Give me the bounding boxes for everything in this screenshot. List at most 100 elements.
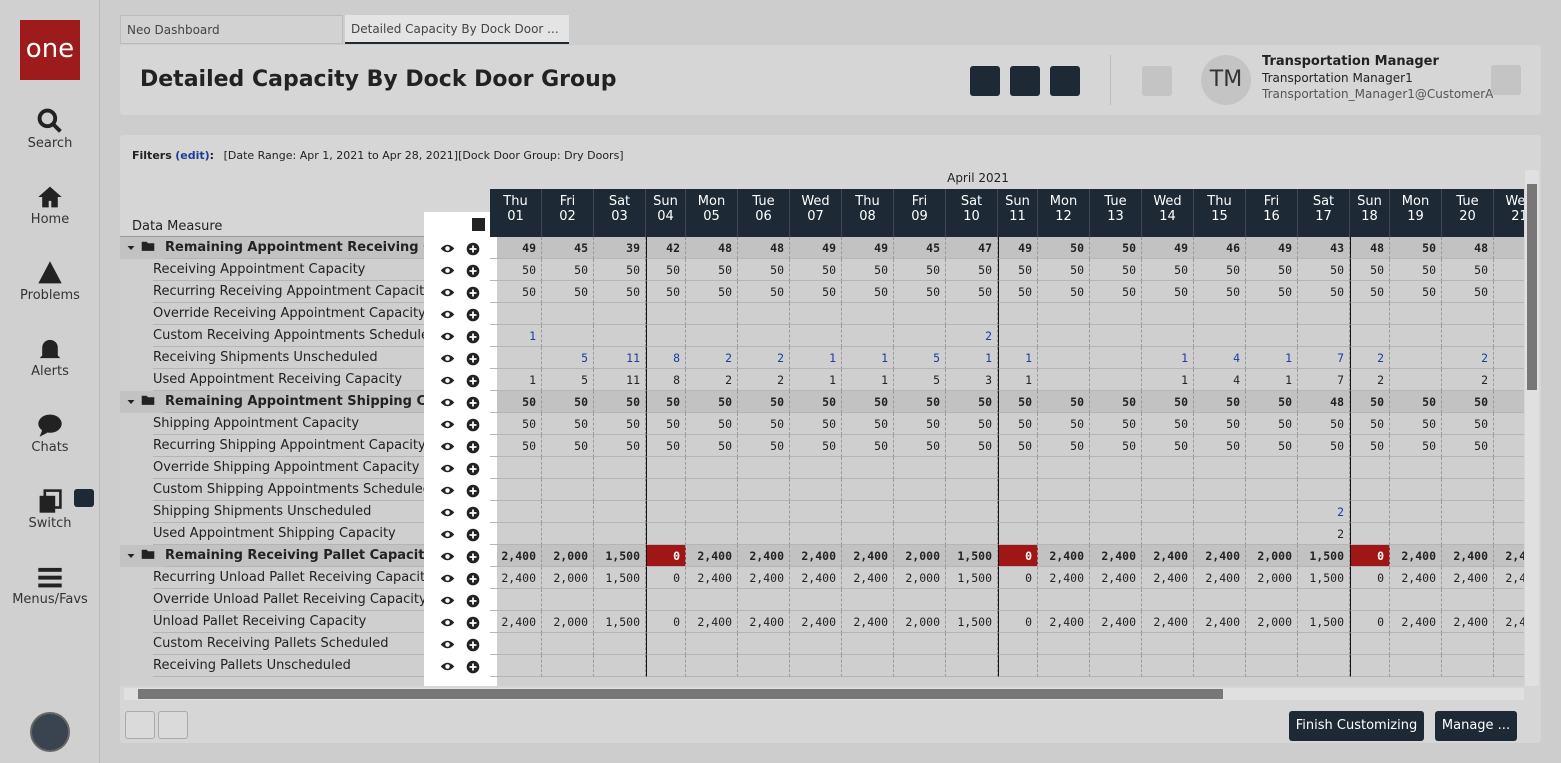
group-toggle[interactable] bbox=[126, 391, 155, 413]
view-icon[interactable] bbox=[440, 373, 455, 392]
view-icon[interactable] bbox=[440, 483, 455, 502]
group-toggle[interactable] bbox=[126, 545, 155, 567]
favorite-button[interactable] bbox=[970, 66, 1000, 96]
refresh-button[interactable] bbox=[1010, 66, 1040, 96]
logo[interactable]: one bbox=[20, 20, 80, 80]
expand-button[interactable] bbox=[1491, 65, 1521, 95]
add-icon[interactable] bbox=[466, 637, 480, 656]
add-icon[interactable] bbox=[466, 659, 480, 678]
view-icon[interactable] bbox=[440, 659, 455, 678]
day-header[interactable]: Sun 04 bbox=[646, 189, 686, 237]
day-header[interactable]: Wed21 bbox=[1494, 189, 1524, 237]
user-initials[interactable]: TM bbox=[1201, 55, 1251, 105]
day-header[interactable]: Tue 13 bbox=[1090, 189, 1142, 237]
view-icon[interactable] bbox=[440, 285, 455, 304]
add-icon[interactable] bbox=[466, 329, 480, 348]
view-icon[interactable] bbox=[440, 637, 455, 656]
value-cell: 2,400 bbox=[1494, 611, 1524, 633]
day-header[interactable]: Thu 08 bbox=[842, 189, 894, 237]
add-icon[interactable] bbox=[466, 241, 480, 260]
close-button[interactable] bbox=[1050, 66, 1080, 96]
nav-label[interactable]: Alerts bbox=[31, 364, 69, 379]
day-header[interactable]: Tue 06 bbox=[738, 189, 790, 237]
nav-icon[interactable] bbox=[0, 488, 100, 514]
collapse-all[interactable] bbox=[472, 218, 485, 231]
nav-label[interactable]: Chats bbox=[31, 440, 69, 455]
next-button[interactable] bbox=[158, 711, 188, 739]
filters-edit[interactable]: (edit) bbox=[175, 149, 210, 162]
view-icon[interactable] bbox=[440, 439, 455, 458]
view-icon[interactable] bbox=[440, 351, 455, 370]
add-icon[interactable] bbox=[466, 483, 480, 502]
finish-button[interactable]: Finish Customizing bbox=[1289, 711, 1424, 741]
view-icon[interactable] bbox=[440, 417, 455, 436]
manage-button[interactable]: Manage ... bbox=[1435, 711, 1517, 741]
view-icon[interactable] bbox=[440, 615, 455, 634]
nav-label[interactable]: Home bbox=[30, 212, 70, 227]
add-icon[interactable] bbox=[466, 417, 480, 436]
day-header[interactable]: Sat 10 bbox=[946, 189, 998, 237]
add-icon[interactable] bbox=[466, 307, 480, 326]
day-header[interactable]: Tue 20 bbox=[1442, 189, 1494, 237]
tab[interactable]: Detailed Capacity By Dock Door ... bbox=[345, 15, 569, 44]
value-cell: 50 bbox=[790, 281, 842, 303]
add-icon[interactable] bbox=[466, 351, 480, 370]
nav-icon[interactable] bbox=[0, 260, 100, 286]
add-icon[interactable] bbox=[466, 527, 480, 546]
nav-label[interactable]: Problems bbox=[20, 288, 80, 303]
nav-label[interactable]: Search bbox=[27, 136, 73, 151]
add-icon[interactable] bbox=[466, 285, 480, 304]
day-header[interactable]: Thu 15 bbox=[1194, 189, 1246, 237]
nav-label[interactable]: Switch bbox=[28, 516, 72, 531]
nav-icon[interactable] bbox=[0, 564, 100, 590]
view-icon[interactable] bbox=[440, 505, 455, 524]
prev-button[interactable] bbox=[125, 711, 155, 739]
nav-icon[interactable] bbox=[0, 108, 100, 134]
day-header[interactable]: Sun 18 bbox=[1350, 189, 1390, 237]
day-header[interactable]: Sat 03 bbox=[594, 189, 646, 237]
day-header[interactable]: Fri 16 bbox=[1246, 189, 1298, 237]
day-header[interactable]: Mon 05 bbox=[686, 189, 738, 237]
day-header[interactable]: Fri 02 bbox=[542, 189, 594, 237]
h-scrollbar[interactable] bbox=[124, 688, 1524, 700]
day-header[interactable]: Sat 17 bbox=[1298, 189, 1350, 237]
tab[interactable]: Neo Dashboard bbox=[120, 15, 343, 44]
nav-icon[interactable] bbox=[0, 184, 100, 210]
add-icon[interactable] bbox=[466, 593, 480, 612]
view-icon[interactable] bbox=[440, 461, 455, 480]
view-icon[interactable] bbox=[440, 241, 455, 260]
view-icon[interactable] bbox=[440, 329, 455, 348]
nav-icon[interactable] bbox=[0, 336, 100, 362]
group-toggle[interactable] bbox=[126, 237, 155, 259]
day-header[interactable]: Sun 11 bbox=[998, 189, 1038, 237]
add-icon[interactable] bbox=[466, 549, 480, 568]
add-icon[interactable] bbox=[466, 571, 480, 590]
nav-icon[interactable] bbox=[0, 412, 100, 438]
view-icon[interactable] bbox=[440, 571, 455, 590]
add-icon[interactable] bbox=[466, 439, 480, 458]
day-header[interactable]: Wed 14 bbox=[1142, 189, 1194, 237]
day-header[interactable]: Mon 19 bbox=[1390, 189, 1442, 237]
day-header[interactable]: Fri 09 bbox=[894, 189, 946, 237]
day-date: 18 bbox=[1361, 209, 1378, 224]
add-icon[interactable] bbox=[466, 395, 480, 414]
day-header[interactable]: Wed 07 bbox=[790, 189, 842, 237]
view-icon[interactable] bbox=[440, 527, 455, 546]
nav-label[interactable]: Menus/Favs bbox=[12, 592, 88, 607]
v-scrollbar[interactable] bbox=[1525, 170, 1539, 686]
menu-button[interactable] bbox=[1142, 66, 1172, 96]
view-icon[interactable] bbox=[440, 549, 455, 568]
value-cell: 2,400 bbox=[1142, 567, 1194, 589]
view-icon[interactable] bbox=[440, 263, 455, 282]
add-icon[interactable] bbox=[466, 263, 480, 282]
add-icon[interactable] bbox=[466, 373, 480, 392]
view-icon[interactable] bbox=[440, 593, 455, 612]
view-icon[interactable] bbox=[440, 307, 455, 326]
add-icon[interactable] bbox=[466, 461, 480, 480]
add-icon[interactable] bbox=[466, 505, 480, 524]
add-icon[interactable] bbox=[466, 615, 480, 634]
day-header[interactable]: Mon 12 bbox=[1038, 189, 1090, 237]
day-header[interactable]: Thu 01 bbox=[490, 189, 542, 237]
avatar[interactable] bbox=[30, 712, 70, 752]
view-icon[interactable] bbox=[440, 395, 455, 414]
